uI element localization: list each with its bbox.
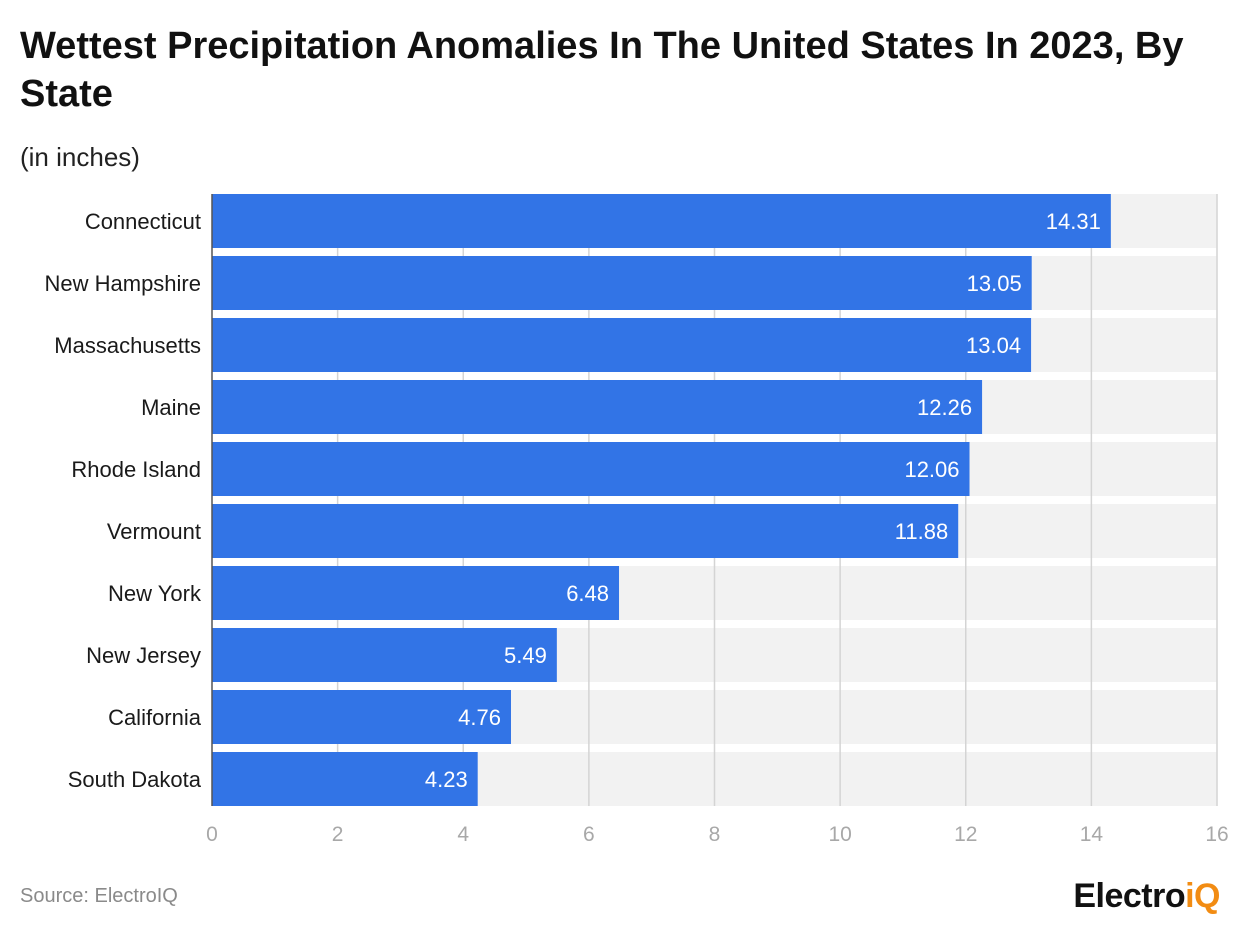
axes: 0 2 4 6 8 10 12 14 16 Connecticut New Hampshire Mas… — [45, 194, 1229, 846]
category-label: Connecticut — [85, 209, 201, 234]
category-label: New York — [108, 581, 202, 606]
x-tick-label: 4 — [457, 823, 469, 846]
category-label: South Dakota — [68, 767, 202, 792]
x-tick-label: 6 — [583, 823, 595, 846]
bars: 14.31 13.05 13.04 12.26 12.06 11.88 6.48 5.49 4.… — [212, 194, 1111, 806]
bar-value-label: 13.04 — [966, 333, 1021, 358]
bar-value-label: 13.05 — [967, 271, 1022, 296]
category-label: California — [108, 705, 202, 730]
x-tick-label: 2 — [332, 823, 344, 846]
bar-value-label: 5.49 — [504, 643, 547, 668]
bar — [212, 442, 970, 496]
bar — [212, 256, 1032, 310]
chart-title: Wettest Precipitation Anomalies In The U… — [20, 25, 1184, 115]
logo-text-main: Electro — [1073, 877, 1186, 915]
bar — [212, 380, 983, 434]
x-tick-label: 8 — [709, 823, 721, 846]
bar-value-label: 6.48 — [566, 581, 609, 606]
bar — [212, 318, 1032, 372]
category-label: New Jersey — [86, 643, 201, 668]
bar-value-label: 12.26 — [917, 395, 972, 420]
category-label: Rhode Island — [71, 457, 201, 482]
electroiq-logo[interactable]: ElectroiQ — [1073, 876, 1220, 916]
bar — [212, 690, 511, 744]
category-label: Maine — [141, 395, 201, 420]
bar-value-label: 14.31 — [1046, 209, 1101, 234]
category-label: Vermount — [107, 519, 201, 544]
x-tick-label: 14 — [1080, 823, 1104, 846]
x-tick-label: 12 — [954, 823, 977, 846]
chart-subtitle: (in inches) — [20, 142, 140, 172]
bar-value-label: 4.76 — [458, 705, 501, 730]
x-tick-label: 0 — [206, 823, 218, 846]
logo-text-accent: iQ — [1185, 877, 1220, 915]
bar-chart: 14.31 13.05 13.04 12.26 12.06 11.88 6.48 5.49 4.… — [45, 194, 1229, 846]
bar — [212, 752, 478, 806]
x-tick-label: 16 — [1205, 823, 1228, 846]
bar-value-label: 4.23 — [425, 767, 468, 792]
bar-value-label: 12.06 — [904, 457, 959, 482]
source-note: Source: ElectroIQ — [20, 885, 178, 907]
bar — [212, 504, 959, 558]
bar — [212, 628, 557, 682]
bar-value-label: 11.88 — [895, 519, 948, 544]
x-tick-label: 10 — [828, 823, 851, 846]
bar — [212, 194, 1111, 248]
bar — [212, 566, 620, 620]
category-label: New Hampshire — [45, 271, 202, 296]
category-label: Massachusetts — [54, 333, 201, 358]
